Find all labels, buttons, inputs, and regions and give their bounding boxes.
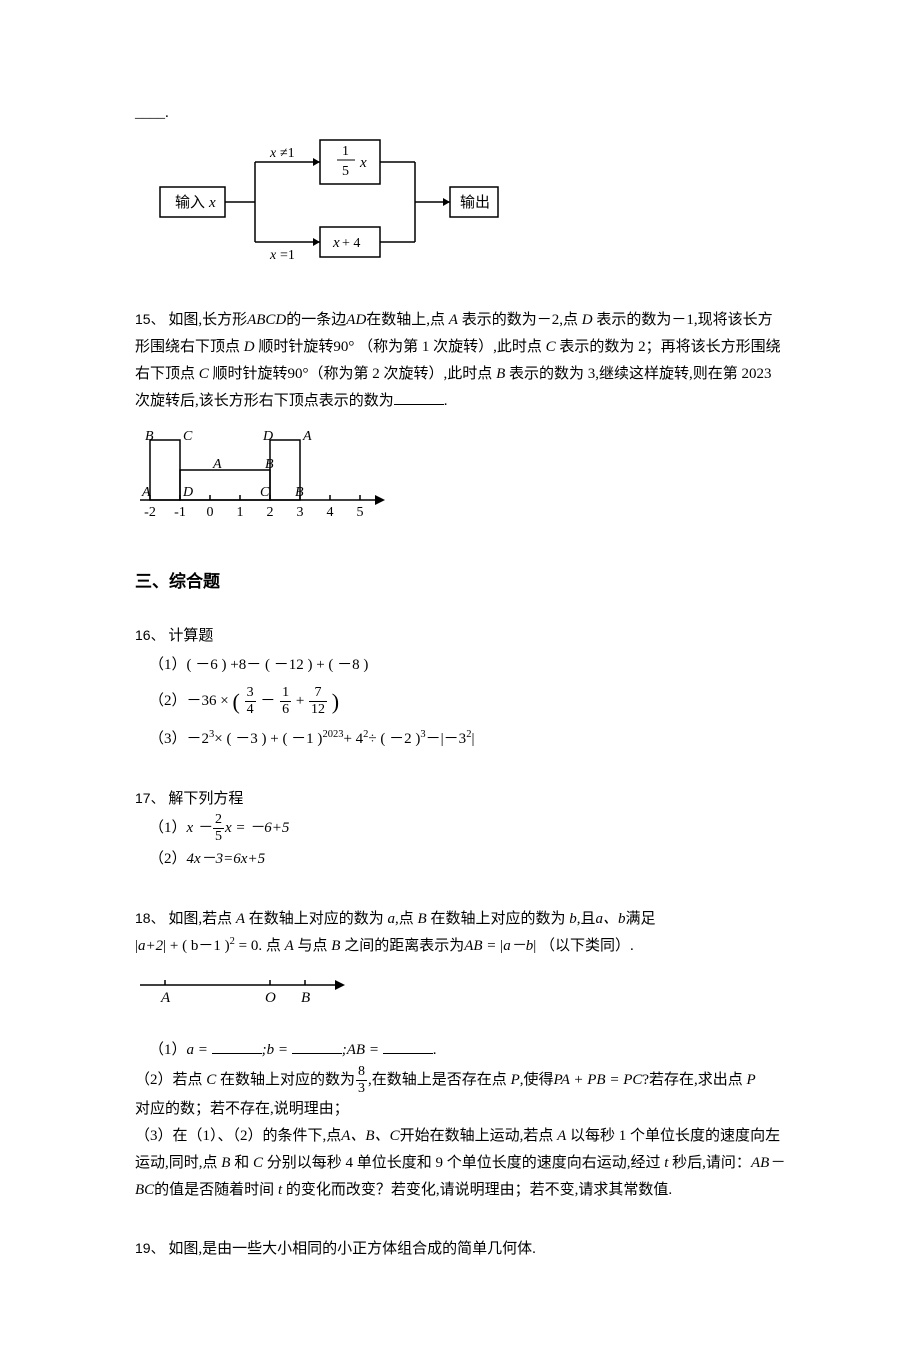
svg-text:O: O (265, 990, 276, 1006)
problem-15-num: 15、 (135, 311, 165, 327)
blank-18-a (212, 1053, 262, 1054)
svg-text:-1: -1 (174, 505, 186, 520)
blank-15 (394, 404, 444, 405)
svg-text:2: 2 (267, 505, 274, 520)
svg-text:A: A (160, 990, 171, 1006)
problem-18: 18、 如图,若点 A 在数轴上对应的数为 a,点 B 在数轴上对应的数为 b,… (135, 906, 785, 1204)
section-3-title: 三、综合题 (135, 567, 785, 598)
svg-text:3: 3 (297, 505, 304, 520)
svg-text:-2: -2 (144, 505, 156, 520)
svg-text:输出: 输出 (460, 194, 490, 211)
svg-text:A: A (141, 485, 151, 500)
rotation-diagram: -2 -1 0 1 2 3 4 5 B C A D A B C D A B (135, 430, 785, 535)
svg-text:5: 5 (342, 164, 349, 179)
svg-text:≠1: ≠1 (280, 146, 295, 161)
svg-text:C: C (260, 485, 270, 500)
svg-text:D: D (182, 485, 193, 500)
svg-text:B: B (295, 485, 304, 500)
blank-18-b (292, 1053, 342, 1054)
problem-19-num: 19、 (135, 1240, 165, 1256)
svg-text:输入: 输入 (175, 194, 205, 211)
svg-text:5: 5 (357, 505, 364, 520)
svg-text:B: B (145, 430, 154, 444)
svg-text:x: x (332, 235, 340, 251)
svg-text:D: D (262, 430, 273, 444)
svg-text:1: 1 (342, 144, 349, 159)
problem-17: 17、 解下列方程 （1）x －25x = －6+5 （2）4x－3=6x+5 (135, 786, 785, 874)
problem-16: 16、 计算题 （1）( －6 ) +8－ ( －12 ) + ( －8 ) （… (135, 623, 785, 754)
svg-text:x: x (359, 155, 367, 171)
flowchart-diagram: 输入 x x ≠1 1 5 x x =1 x + 4 输出 (155, 137, 785, 277)
svg-text:x: x (269, 248, 277, 263)
svg-text:4: 4 (327, 505, 334, 520)
svg-text:0: 0 (207, 505, 214, 520)
svg-text:+ 4: + 4 (342, 236, 360, 251)
svg-text:B: B (301, 990, 310, 1006)
problem-15: 15、 如图,长方形ABCD的一条边AD在数轴上,点 A 表示的数为－2,点 D… (135, 307, 785, 535)
blank-18-ab (383, 1053, 433, 1054)
problem-19: 19、 如图,是由一些大小相同的小正方体组合成的简单几何体. (135, 1236, 785, 1263)
svg-text:x: x (269, 146, 277, 161)
svg-text:A: A (302, 430, 312, 444)
svg-text:C: C (183, 430, 193, 444)
svg-text:x: x (208, 195, 216, 211)
numberline-ab: A O B (135, 970, 785, 1020)
svg-text:=1: =1 (280, 248, 295, 263)
problem-16-num: 16、 (135, 627, 165, 643)
blank-answer: ____. (135, 100, 785, 127)
svg-text:1: 1 (237, 505, 244, 520)
problem-17-num: 17、 (135, 790, 165, 806)
svg-text:A: A (212, 457, 222, 472)
problem-18-num: 18、 (135, 910, 165, 926)
